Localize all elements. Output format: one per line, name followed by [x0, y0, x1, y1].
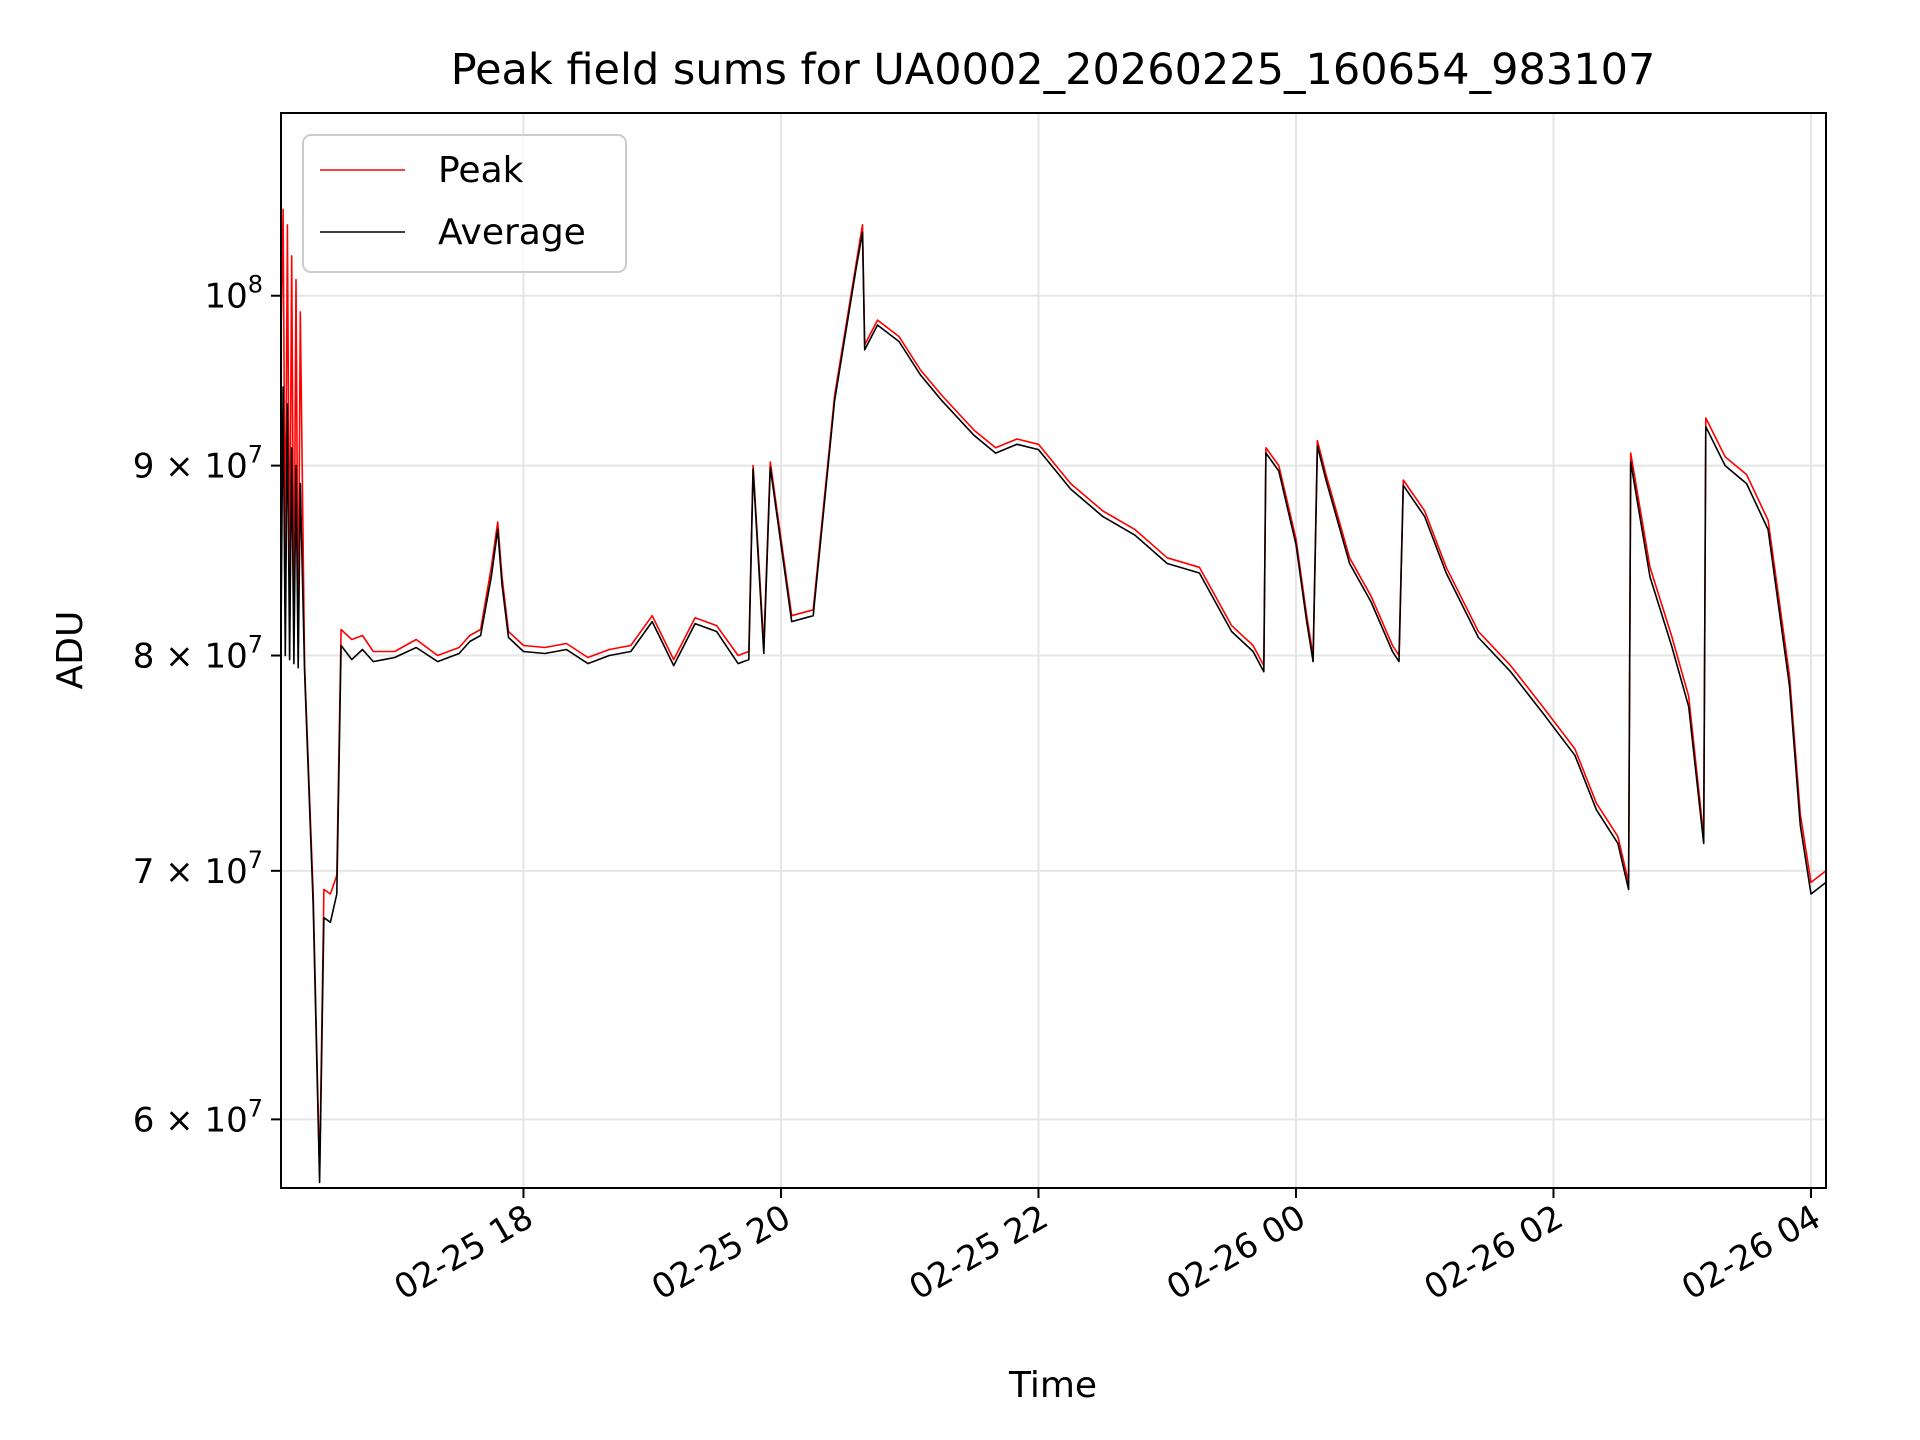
y-tick-label: 8 × 107: [133, 631, 263, 677]
series-line-average: [280, 231, 1827, 1184]
y-axis-title: ADU: [50, 611, 91, 690]
legend: Peak Average: [302, 134, 627, 273]
x-axis-title: Time: [1008, 1365, 1097, 1406]
chart-title: Peak field sums for UA0002_20260225_1606…: [451, 45, 1656, 95]
y-tick-label: 9 × 107: [133, 441, 263, 487]
y-axis: 6 × 107 7 × 107 8 × 107 9 × 107 108: [133, 271, 281, 1140]
y-tick-label: 7 × 107: [133, 846, 263, 892]
grid: [281, 113, 1826, 1188]
plot-area: [281, 113, 1826, 1188]
plot-frame: [280, 112, 1827, 1189]
legend-label-peak: Peak: [438, 150, 524, 191]
y-tick-label: 108: [204, 271, 263, 317]
legend-label-average: Average: [438, 212, 586, 253]
y-tick-label: 6 × 107: [133, 1094, 263, 1140]
series-layer: [280, 208, 1827, 1184]
